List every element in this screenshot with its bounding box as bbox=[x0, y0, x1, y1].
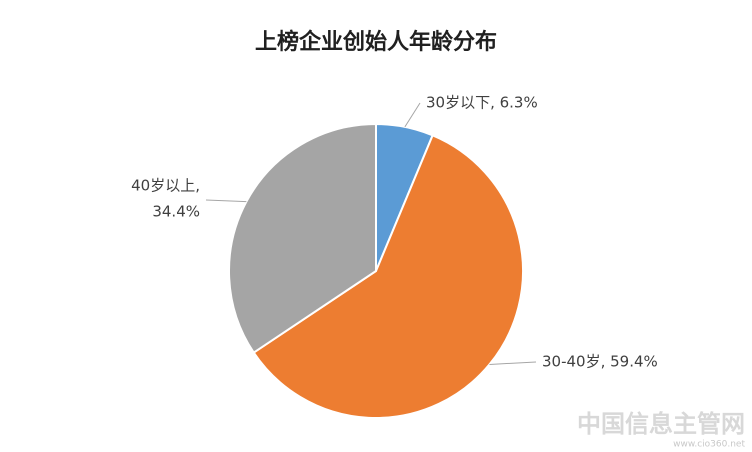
watermark-logo: 中国信息主管网 bbox=[577, 410, 745, 438]
leader-line bbox=[489, 361, 537, 365]
pie-slice bbox=[252, 134, 524, 419]
data-label: 30-40岁, 59.4% bbox=[542, 353, 658, 371]
leader-line bbox=[205, 199, 247, 203]
data-label: 40岁以上, bbox=[131, 177, 200, 195]
watermark-url: www.cio360.net bbox=[673, 440, 745, 450]
chart-title: 上榜企业创始人年龄分布 bbox=[255, 29, 497, 55]
data-label: 30岁以下, 6.3% bbox=[426, 94, 538, 112]
data-label: 34.4% bbox=[152, 203, 200, 221]
leader-line bbox=[404, 102, 421, 128]
